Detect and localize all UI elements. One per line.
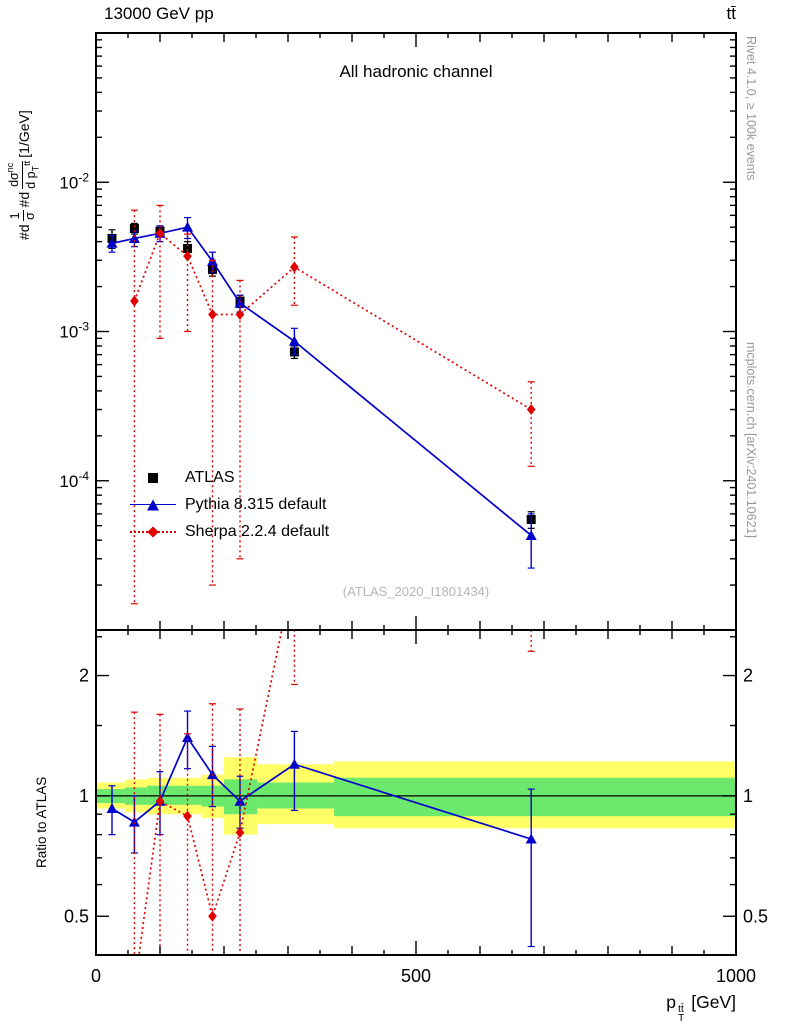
legend-label-pythia: Pythia 8.315 default: [185, 495, 327, 513]
ratio-series-pythia: [106, 710, 537, 948]
ylabel-frac-one-over-sigma: 1 σ: [8, 210, 38, 222]
svg-text:1: 1: [79, 786, 89, 806]
ylabel-unit: [1/GeV]: [15, 110, 32, 158]
rivet-version-label: Rivet 4.1.0, ≥ 100k events: [744, 36, 758, 181]
svg-text:2: 2: [79, 666, 89, 686]
xlabel-unit: [GeV]: [686, 992, 736, 1012]
svg-text:10-4: 10-4: [59, 469, 89, 491]
svg-text:0.5: 0.5: [743, 906, 768, 926]
main-series-sherpa: [130, 204, 536, 605]
diamond-marker-icon: [130, 523, 176, 541]
legend-item-atlas: ATLAS: [130, 464, 329, 491]
svg-text:0: 0: [91, 966, 101, 986]
analysis-watermark: (ATLAS_2020_I1801434): [342, 584, 490, 599]
ylabel-part1: #d: [15, 224, 32, 240]
svg-text:0.5: 0.5: [64, 906, 89, 926]
legend-item-pythia: Pythia 8.315 default: [130, 491, 329, 518]
ylabel-frac-dsigma-dpt: dσnc d pTtt: [5, 160, 41, 189]
header-beam-energy: 13000 GeV pp: [104, 4, 214, 23]
xlabel-base: p: [666, 992, 676, 1012]
channel-title: All hadronic channel: [339, 62, 493, 81]
y-axis-label-ratio: Ratio to ATLAS: [34, 776, 49, 868]
header-process-label: tt̄: [726, 4, 736, 23]
svg-text:10-3: 10-3: [59, 320, 89, 342]
svg-text:500: 500: [401, 966, 431, 986]
svg-text:2: 2: [743, 666, 753, 686]
axes-frame-and-ticks: [95, 32, 737, 956]
svg-text:1: 1: [743, 786, 753, 806]
y-axis-label-main: #d 1 σ #d dσnc d pTtt [1/GeV]: [5, 110, 41, 240]
axis-tick-labels: 0 500 1000 10-4 10-3 10-2 0.5 0.5 1 1 2 2: [59, 170, 768, 986]
svg-text:1000: 1000: [716, 966, 756, 986]
ylabel-part2: #d: [15, 191, 32, 208]
legend-label-atlas: ATLAS: [185, 468, 235, 486]
square-marker-icon: [130, 469, 176, 487]
x-axis-label: p tt̄ T [GeV]: [96, 992, 736, 1023]
legend: ATLAS Pythia 8.315 default Sherpa 2.2.4 …: [130, 464, 329, 545]
svg-text:10-2: 10-2: [59, 170, 89, 192]
ratio-uncertainty-bands: [96, 757, 736, 835]
legend-label-sherpa: Sherpa 2.2.4 default: [185, 522, 330, 540]
main-series-pythia: [106, 216, 537, 569]
legend-item-sherpa: Sherpa 2.2.4 default: [130, 518, 329, 545]
ratio-series-sherpa: [130, 630, 535, 955]
mcplots-citation-label: mcplots.cern.ch [arXiv:2401.10621]: [744, 342, 758, 538]
triangle-marker-icon: [130, 496, 176, 514]
xlabel-subsup: tt̄ T: [677, 1003, 685, 1024]
